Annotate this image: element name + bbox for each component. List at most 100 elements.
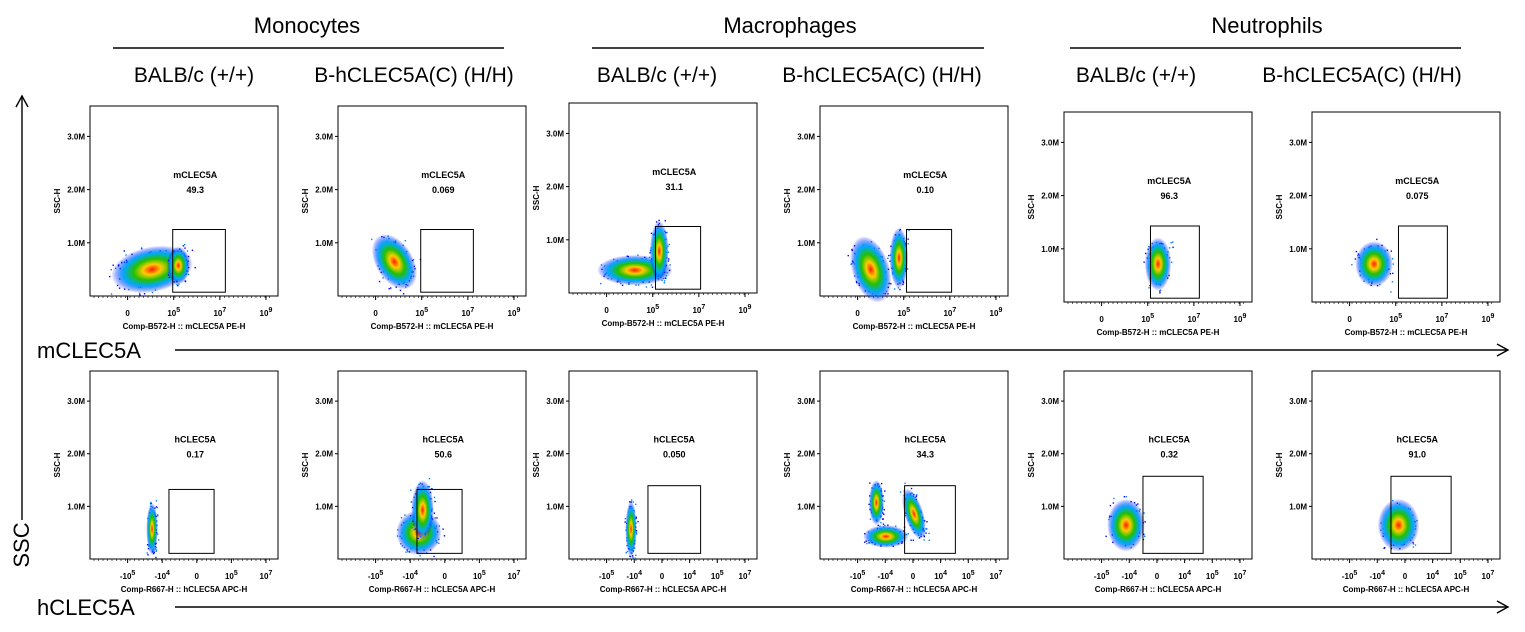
event-dot — [1143, 512, 1145, 514]
event-dot — [635, 503, 637, 506]
y-tick-label: 2.0M — [797, 450, 815, 459]
x-tick-label: 0 — [1155, 572, 1160, 581]
event-dot — [1159, 292, 1161, 294]
x-tick-label: 105 — [897, 307, 910, 318]
event-dot — [1412, 543, 1415, 545]
gate-box — [420, 229, 474, 293]
x-tick-label: 0 — [604, 306, 609, 315]
x-tick-label: -105 — [120, 570, 136, 581]
x-axis-label: Comp-B572-H :: mCLEC5A PE-H — [853, 322, 976, 331]
gate-value: 0.069 — [432, 185, 455, 195]
density-cluster — [625, 500, 637, 558]
event-dot — [177, 284, 179, 287]
gate-label: hCLEC5A — [1149, 434, 1191, 444]
y-tick-label: 1.0M — [315, 502, 333, 511]
event-dot — [146, 552, 148, 554]
event-dot — [1113, 497, 1115, 500]
event-dot — [183, 243, 186, 246]
plot-frame — [568, 370, 758, 560]
event-dot — [402, 293, 405, 295]
x-tick-label: 109 — [1482, 313, 1495, 324]
event-dot — [1143, 533, 1145, 536]
event-dot — [655, 221, 658, 223]
event-dot — [1144, 252, 1147, 255]
event-dot — [645, 286, 648, 288]
event-dot — [1170, 261, 1173, 264]
event-dot — [410, 501, 413, 503]
strain-label: BALB/c (+/+) — [1076, 64, 1196, 87]
event-dot — [1392, 272, 1394, 275]
y-axis-label: SSC-H — [1027, 194, 1036, 219]
event-dot — [895, 525, 897, 527]
event-dot — [650, 232, 653, 235]
event-dot — [925, 532, 927, 534]
event-dot — [893, 288, 896, 290]
event-dot — [883, 500, 886, 502]
y-axis-label: SSC-H — [301, 452, 310, 477]
x-tick-label: 107 — [1234, 570, 1247, 581]
event-dot — [138, 292, 141, 295]
event-dot — [399, 289, 402, 292]
event-dot — [624, 517, 627, 520]
y-tick-label: 2.0M — [1041, 450, 1059, 459]
event-dot — [635, 533, 638, 535]
group-title-monocytes: Monocytes — [254, 13, 360, 38]
event-dot — [907, 243, 909, 245]
event-dot — [1144, 521, 1146, 523]
x-axis-label: Comp-R667-H :: hCLEC5A APC-H — [1343, 585, 1470, 594]
density-cluster — [850, 236, 892, 303]
y-tick-label: 1.0M — [797, 239, 815, 248]
event-dot — [663, 280, 666, 282]
event-dot — [184, 280, 187, 282]
event-dot — [621, 284, 624, 287]
event-dot — [926, 521, 928, 523]
event-dot — [155, 500, 158, 502]
gate-box — [905, 229, 953, 293]
event-dot — [378, 280, 381, 283]
x-tick-label: -105 — [1342, 570, 1358, 581]
y-axis-label: SSC-H — [53, 188, 62, 213]
flow-panel: 1.0M 2.0M 3.0M SSC-H 0 105 107 109 Comp-B572-H :… — [783, 105, 1009, 331]
x-tick-label: 105 — [1389, 313, 1402, 324]
y-tick-label: 2.0M — [67, 186, 85, 195]
event-dot — [1390, 291, 1392, 293]
y-tick-label: 3.0M — [1289, 138, 1307, 147]
gate-box — [1142, 475, 1204, 554]
x-axis-label: Comp-B572-H :: mCLEC5A PE-H — [1097, 328, 1220, 337]
x-tick-label: -105 — [1094, 570, 1110, 581]
event-dot — [186, 250, 189, 252]
y-tick-label: 1.0M — [1289, 502, 1307, 511]
y-tick-label: 3.0M — [546, 397, 564, 406]
event-dot — [899, 491, 902, 493]
event-dot — [168, 276, 171, 279]
event-dot — [880, 482, 883, 485]
y-axis-label: SSC-H — [1027, 452, 1036, 477]
event-dot — [184, 247, 186, 249]
event-dot — [625, 552, 627, 554]
gate-value: 96.3 — [1161, 191, 1179, 201]
x-tick-label: 105 — [225, 570, 238, 581]
gate-box — [1149, 225, 1200, 299]
x-tick-label: 104 — [683, 570, 696, 581]
flow-panel: 1.0M 2.0M 3.0M SSC-H -105 -104 0 105 107 Comp-R66… — [53, 370, 279, 594]
x-tick-label: -104 — [1122, 570, 1138, 581]
density-cluster — [863, 525, 909, 548]
event-dot — [863, 541, 866, 543]
x-tick-label: 107 — [213, 307, 226, 318]
density-cluster — [146, 502, 158, 556]
event-dot — [907, 238, 909, 240]
x-tick-label: 0 — [855, 309, 860, 318]
flow-panel: 1.0M 2.0M 3.0M SSC-H 0 105 107 109 Comp-B572-H :… — [1027, 111, 1253, 337]
event-dot — [187, 273, 190, 276]
event-dot — [123, 250, 125, 252]
gate-box — [1390, 475, 1452, 554]
y-tick-label: 1.0M — [1289, 245, 1307, 254]
flow-panel: 1.0M 2.0M 3.0M SSC-H -105 -104 0 104 105 107 Comp-… — [532, 370, 758, 594]
x-tick-label: 109 — [1234, 313, 1247, 324]
event-dot — [151, 291, 154, 294]
gate-value: 0.10 — [917, 185, 935, 195]
event-dot — [433, 512, 436, 514]
y-axis-label: SSC-H — [301, 188, 310, 213]
gate-label: hCLEC5A — [423, 434, 465, 444]
event-dot — [428, 477, 431, 480]
